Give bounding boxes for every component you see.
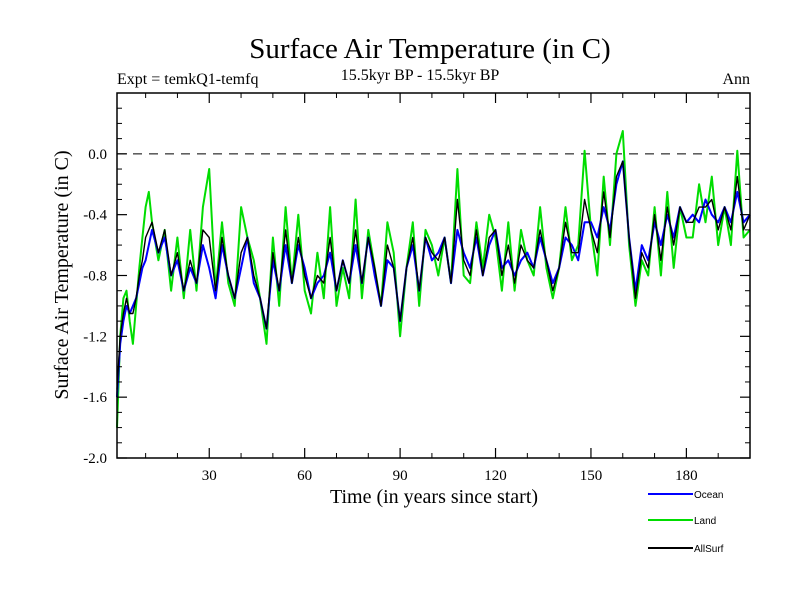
legend-label-ocean: Ocean [694, 490, 723, 501]
subtitle-period: 15.5kyr BP - 15.5kyr BP [341, 67, 500, 84]
y-tick-label: -1.6 [83, 390, 107, 406]
y-tick-label: -0.4 [83, 208, 107, 224]
x-axis-label: Time (in years since start) [330, 486, 538, 508]
subtitle-season: Ann [722, 71, 750, 88]
y-tick-label: -1.2 [83, 329, 107, 345]
y-tick-label: 0.0 [88, 147, 107, 163]
subtitle-experiment: Expt = temkQ1-temfq [117, 71, 258, 88]
y-tick-label: -0.8 [83, 269, 107, 285]
x-tick-label: 60 [297, 468, 312, 484]
series-line-allsurf [116, 160, 751, 390]
x-tick-label: 150 [580, 468, 603, 484]
series-line-ocean [116, 160, 751, 398]
x-tick-label: 180 [675, 468, 698, 484]
series-layer [116, 130, 751, 428]
x-tick-label: 90 [393, 468, 408, 484]
y-tick-label: -2.0 [83, 451, 107, 467]
x-tick-label: 120 [484, 468, 507, 484]
plot-frame [116, 92, 751, 459]
legend-label-land: Land [694, 516, 716, 527]
chart-title: Surface Air Temperature (in C) [249, 33, 610, 65]
legend-label-allsurf: AllSurf [694, 544, 724, 555]
plot-area: -2.0 -1.6 -1.2 -0.8 -0.4 0.0 30 60 90 120 150 180 [83, 92, 751, 484]
x-tick-label: 30 [202, 468, 217, 484]
legend: Ocean Land AllSurf [648, 490, 724, 555]
ticks-layer: -2.0 -1.6 -1.2 -0.8 -0.4 0.0 30 60 90 120 150 180 [83, 92, 750, 484]
y-axis-label: Surface Air Temperature (in C) [51, 150, 73, 399]
